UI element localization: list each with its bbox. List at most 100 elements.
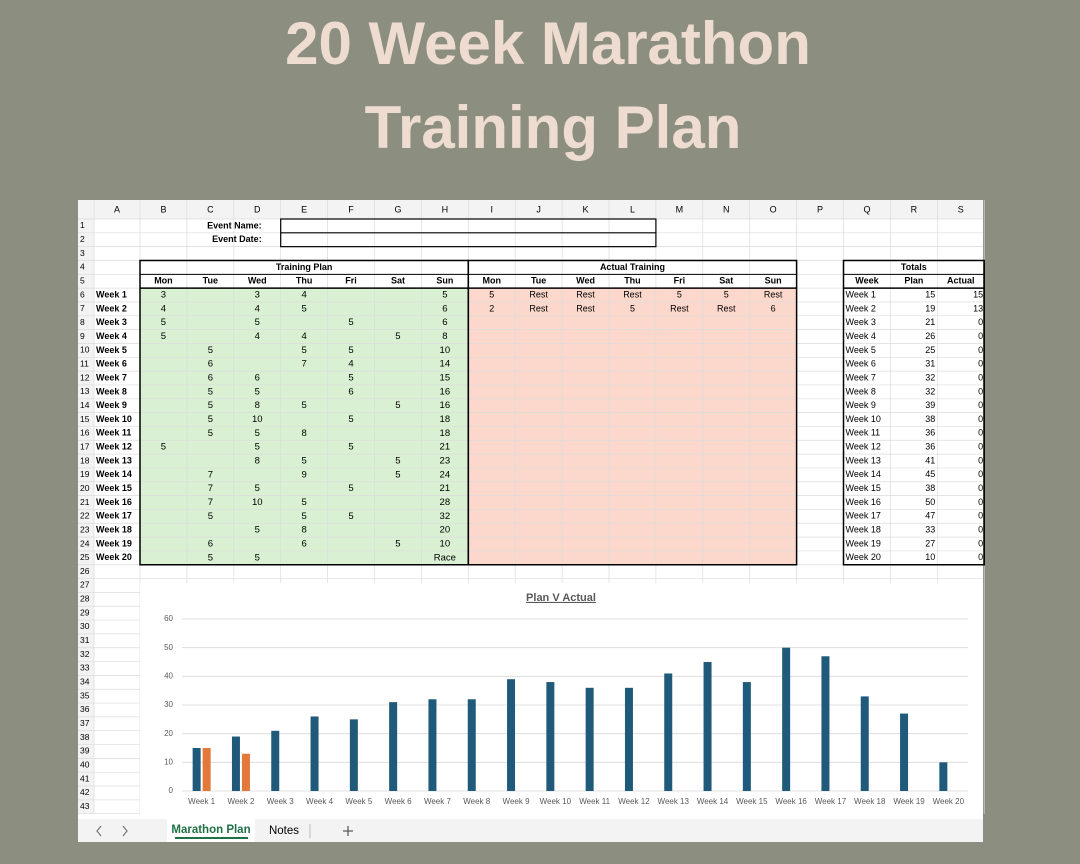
row-number: 38: [80, 732, 90, 742]
totals-week: Week 1: [846, 289, 876, 299]
plan-cell: 6: [208, 539, 213, 550]
week-label: Week 20: [96, 552, 132, 562]
week-label: Week 1: [96, 289, 127, 299]
plan-cell: 5: [208, 414, 213, 425]
plan-cell: 4: [255, 303, 260, 314]
plan-cell: 5: [395, 539, 400, 550]
row-number: 13: [80, 386, 90, 396]
plan-cell: 8: [302, 525, 307, 536]
row-number: 9: [80, 331, 85, 341]
row-number: 35: [80, 690, 90, 700]
add-sheet-button[interactable]: [343, 826, 353, 836]
column-letter: R: [911, 204, 918, 214]
plan-cell: 8: [442, 331, 447, 342]
column-letter: S: [958, 204, 964, 214]
actual-cell: Rest: [529, 303, 548, 313]
plan-cell: 5: [208, 511, 213, 522]
plan-cell: 5: [348, 345, 353, 356]
totals-week: Week 17: [846, 511, 881, 521]
scroll-left-button[interactable]: [96, 825, 102, 837]
totals-week: Week 11: [846, 428, 881, 438]
row-number: 43: [80, 801, 90, 811]
totals-actual: 0: [978, 525, 983, 535]
bar: [585, 687, 594, 791]
bar: [939, 762, 948, 791]
sheet-tab[interactable]: Marathon Plan: [171, 824, 250, 836]
row-number: 42: [80, 787, 90, 797]
bar: [202, 748, 211, 791]
week-label: Week 8: [96, 386, 127, 396]
totals-week: Week 3: [846, 317, 876, 327]
totals-actual: 0: [978, 497, 983, 507]
plan-cell: 10: [440, 539, 451, 550]
totals-week: Week 14: [846, 469, 881, 479]
day-header: Fri: [345, 276, 357, 286]
event-name-label: Event Name:: [207, 220, 262, 230]
plan-cell: 10: [252, 414, 263, 425]
totals-actual: 0: [978, 345, 983, 355]
plan-cell: 5: [255, 525, 260, 536]
row-number: 12: [80, 372, 90, 382]
x-tick-label: Week 4: [306, 797, 334, 806]
row-number: 18: [80, 455, 90, 465]
day-header: Sat: [391, 276, 405, 286]
scroll-right-button[interactable]: [122, 825, 128, 837]
column-letter: Q: [863, 204, 870, 214]
bar: [192, 748, 201, 791]
column-letter: F: [348, 204, 354, 214]
plan-cell: 5: [348, 511, 353, 522]
row-number: 30: [80, 621, 90, 631]
totals-header: Week: [855, 276, 879, 286]
row-number: 11: [80, 358, 89, 368]
y-tick-label: 20: [164, 729, 173, 738]
x-tick-label: Week 20: [933, 797, 965, 806]
totals-plan: 36: [925, 428, 935, 438]
actual-cell: 5: [630, 303, 635, 313]
totals-actual: 15: [973, 289, 983, 299]
row-number: 41: [80, 773, 90, 783]
totals-plan: 26: [925, 331, 935, 341]
x-tick-label: Week 5: [345, 797, 373, 806]
plan-cell: 21: [440, 442, 451, 453]
row-number: 15: [80, 414, 90, 424]
plan-cell: 6: [302, 539, 307, 550]
plan-cell: 32: [440, 511, 451, 522]
day-header: Tue: [531, 276, 546, 286]
row-number: 4: [80, 262, 85, 272]
totals-plan: 38: [925, 414, 935, 424]
week-label: Week 16: [96, 497, 132, 507]
day-header: Mon: [154, 276, 173, 286]
day-header: Wed: [576, 276, 595, 286]
plan-cell: 5: [208, 345, 213, 356]
sheet-tab[interactable]: Notes: [269, 825, 299, 837]
row-number: 39: [80, 746, 90, 756]
plan-cell: 4: [161, 303, 166, 314]
totals-actual: 0: [978, 442, 983, 452]
totals-week: Week 2: [846, 303, 876, 313]
week-label: Week 18: [96, 525, 132, 535]
plan-cell: 5: [255, 442, 260, 453]
plan-cell: 8: [302, 428, 307, 439]
plan-cell: 16: [440, 400, 451, 411]
plan-cell: 5: [255, 386, 260, 397]
column-letter: J: [536, 204, 541, 214]
totals-week: Week 16: [846, 497, 881, 507]
day-header: Thu: [296, 276, 313, 286]
plan-cell: 5: [161, 331, 166, 342]
totals-week: Week 10: [846, 414, 881, 424]
x-tick-label: Week 3: [267, 797, 295, 806]
plan-cell: 5: [208, 552, 213, 563]
totals-week: Week 5: [846, 345, 876, 355]
totals-plan: 39: [925, 400, 935, 410]
bar: [742, 682, 751, 791]
x-tick-label: Week 12: [618, 797, 650, 806]
chart-title: Plan V Actual: [526, 592, 596, 604]
week-label: Week 5: [96, 345, 127, 355]
row-number: 40: [80, 760, 90, 770]
totals-plan: 21: [925, 317, 935, 327]
plan-cell: 5: [161, 317, 166, 328]
row-number: 2: [80, 234, 85, 244]
column-letter: I: [490, 204, 493, 214]
y-tick-label: 10: [164, 757, 173, 766]
bar: [349, 719, 358, 791]
